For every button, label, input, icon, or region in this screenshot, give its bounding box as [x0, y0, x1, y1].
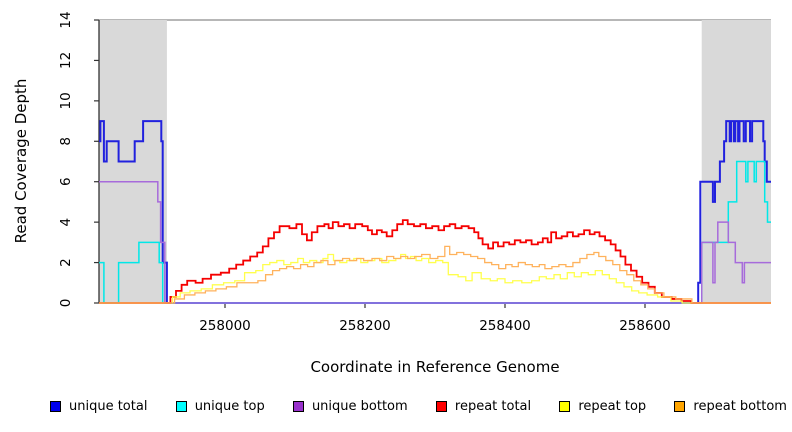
- legend-swatch-unique-total: [50, 401, 61, 412]
- series-line-unique-bottom: [99, 180, 771, 304]
- series-line-repeat-total: [99, 219, 771, 304]
- legend-label: repeat bottom: [693, 399, 787, 414]
- legend-item-unique-bottom: unique bottom: [292, 399, 408, 414]
- legend-swatch-repeat-total: [435, 401, 447, 412]
- x-axis-title: Coordinate in Reference Genome: [310, 358, 559, 376]
- legend-label: repeat total: [454, 399, 532, 414]
- legend-swatch-unique-top: [175, 401, 187, 412]
- legend-label: unique bottom: [311, 399, 408, 414]
- x-tick-label: 258600: [619, 318, 671, 334]
- y-tick-label: 10: [58, 92, 74, 109]
- legend-label: repeat top: [578, 399, 647, 414]
- series-line-unique-total: [99, 120, 771, 304]
- legend-item-repeat-total: repeat total: [435, 399, 532, 414]
- y-tick-label: 14: [58, 11, 74, 28]
- legend-swatch-unique-bottom: [292, 401, 304, 412]
- x-tick-label: 258400: [479, 318, 531, 334]
- legend-label: unique total: [69, 399, 148, 414]
- legend-label: unique top: [194, 399, 265, 414]
- series-line-repeat-bottom: [99, 245, 771, 304]
- legend-swatch-repeat-top: [559, 401, 571, 412]
- y-tick-label: 8: [58, 137, 74, 146]
- y-tick-label: 2: [58, 258, 74, 267]
- series-line-unique-top: [99, 160, 771, 304]
- y-tick-label: 0: [58, 299, 74, 308]
- legend-item-unique-total: unique total: [50, 399, 147, 414]
- legend-item-repeat-top: repeat top: [559, 399, 646, 414]
- x-tick-label: 258200: [339, 318, 391, 334]
- x-tick-label: 258000: [199, 318, 251, 334]
- series-line-repeat-top: [99, 253, 771, 304]
- legend-item-unique-top: unique top: [175, 399, 265, 414]
- y-tick-label: 6: [58, 177, 74, 186]
- plot-legend: unique total unique top unique bottom repea…: [50, 399, 787, 414]
- coverage-plot: 0 2 4 6 8 10 12 14 258000 258200 258400 258600 Coor…: [12, 11, 771, 376]
- legend-swatch-repeat-bottom: [674, 401, 686, 412]
- y-tick-label: 4: [58, 218, 74, 227]
- y-axis-title: Read Coverage Depth: [12, 79, 30, 244]
- legend-item-repeat-bottom: repeat bottom: [674, 399, 787, 414]
- y-tick-label: 12: [58, 52, 74, 69]
